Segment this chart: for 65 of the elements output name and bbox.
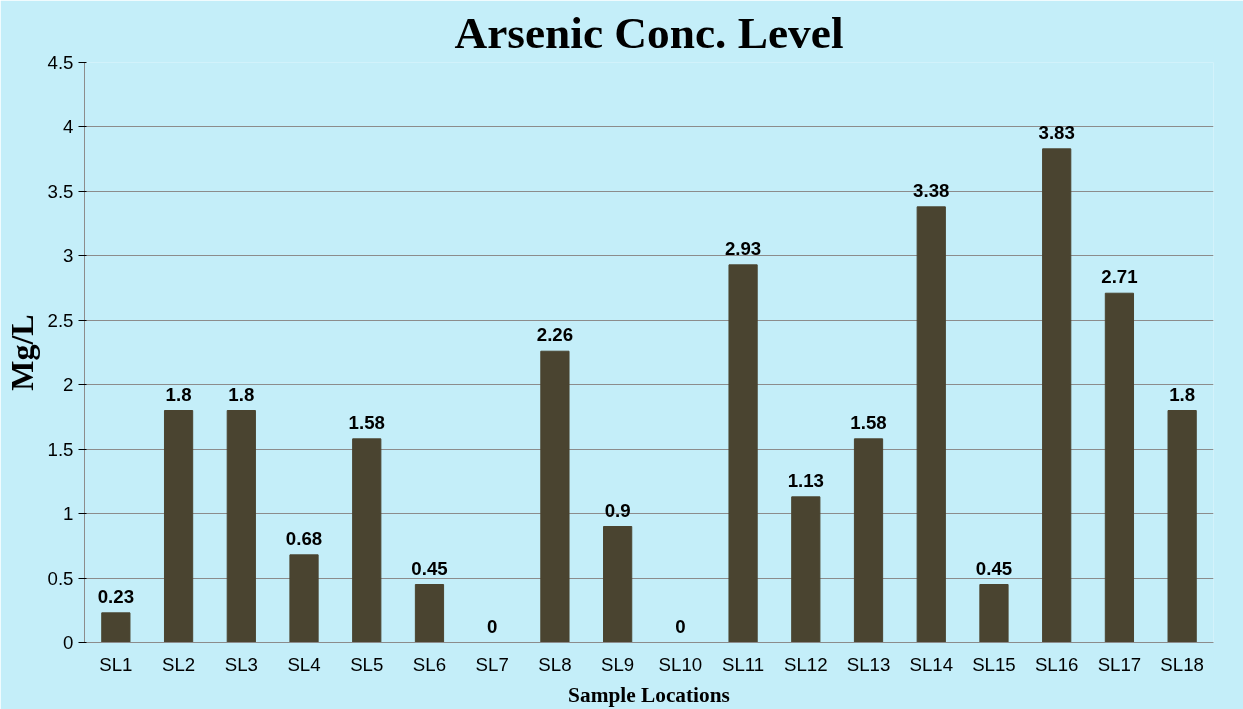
data-label: 0.9	[604, 499, 631, 521]
y-tick-label: 4	[63, 116, 74, 138]
data-label: 0.45	[975, 557, 1013, 579]
bar	[163, 410, 194, 643]
x-tick-label: SL15	[972, 653, 1016, 675]
x-tick-label: SL8	[538, 653, 572, 675]
bar	[1042, 148, 1072, 643]
data-label: 1.8	[228, 383, 255, 405]
bar	[414, 584, 445, 643]
data-label: 2.26	[536, 324, 574, 346]
y-tick-label: 1.5	[47, 438, 74, 460]
x-tick-label: SL1	[99, 653, 133, 675]
data-label: 2.93	[724, 237, 762, 259]
data-label: 1.58	[850, 411, 887, 433]
x-tick-label: SL7	[475, 653, 509, 675]
bar	[979, 584, 1009, 643]
data-label: 0.45	[411, 557, 448, 579]
y-axis-title: Mg/L	[3, 314, 40, 391]
x-tick-label: SL11	[721, 653, 765, 675]
data-label: 0	[675, 615, 686, 637]
data-label: 1.58	[348, 411, 385, 433]
data-label: 1.8	[1169, 383, 1196, 405]
x-tick-label: SL17	[1097, 653, 1142, 675]
x-tick-label: SL16	[1034, 653, 1079, 675]
bar	[1167, 410, 1197, 643]
data-label: 1.13	[787, 469, 824, 491]
data-label: 3.38	[913, 179, 950, 201]
data-label: 0.68	[285, 527, 323, 549]
bar	[916, 206, 946, 643]
bar	[1104, 292, 1135, 643]
bar	[101, 612, 131, 643]
x-tick-label: SL18	[1160, 653, 1204, 675]
data-label: 0.23	[97, 585, 135, 607]
y-tick-label: 3.5	[47, 180, 74, 202]
bar	[540, 350, 570, 643]
y-tick-label: 2	[63, 374, 74, 396]
y-tick-label: 0	[63, 632, 74, 653]
x-tick-label: SL14	[909, 653, 954, 675]
bar	[289, 554, 319, 643]
x-tick-label: SL12	[784, 653, 828, 675]
data-label: 1.8	[165, 383, 192, 405]
x-axis-title: Sample Locations	[568, 682, 730, 707]
data-label: 3.83	[1038, 121, 1075, 143]
x-tick-label: SL3	[224, 653, 258, 675]
bar	[791, 496, 821, 643]
y-tick-label: 3	[63, 245, 74, 267]
x-tick-label: SL10	[658, 653, 703, 675]
y-tick-label: 2.5	[47, 309, 74, 331]
x-tick-label: SL5	[350, 653, 384, 675]
data-label: 0	[487, 615, 498, 637]
bar	[226, 410, 256, 643]
y-tick-label: 0.5	[47, 567, 74, 589]
bar	[853, 438, 884, 643]
x-tick-label: SL2	[161, 653, 196, 675]
y-tick-label: 1	[63, 503, 74, 525]
data-label: 2.71	[1101, 266, 1138, 288]
bar	[603, 526, 633, 643]
bar	[352, 438, 382, 643]
chart-title: Arsenic Conc. Level	[454, 7, 844, 58]
x-tick-label: SL13	[846, 653, 891, 675]
x-tick-label: SL4	[287, 653, 321, 675]
x-tick-label: SL9	[601, 653, 635, 675]
x-tick-label: SL6	[412, 653, 447, 675]
bar	[728, 264, 758, 643]
y-tick-label: 4.5	[47, 52, 74, 73]
